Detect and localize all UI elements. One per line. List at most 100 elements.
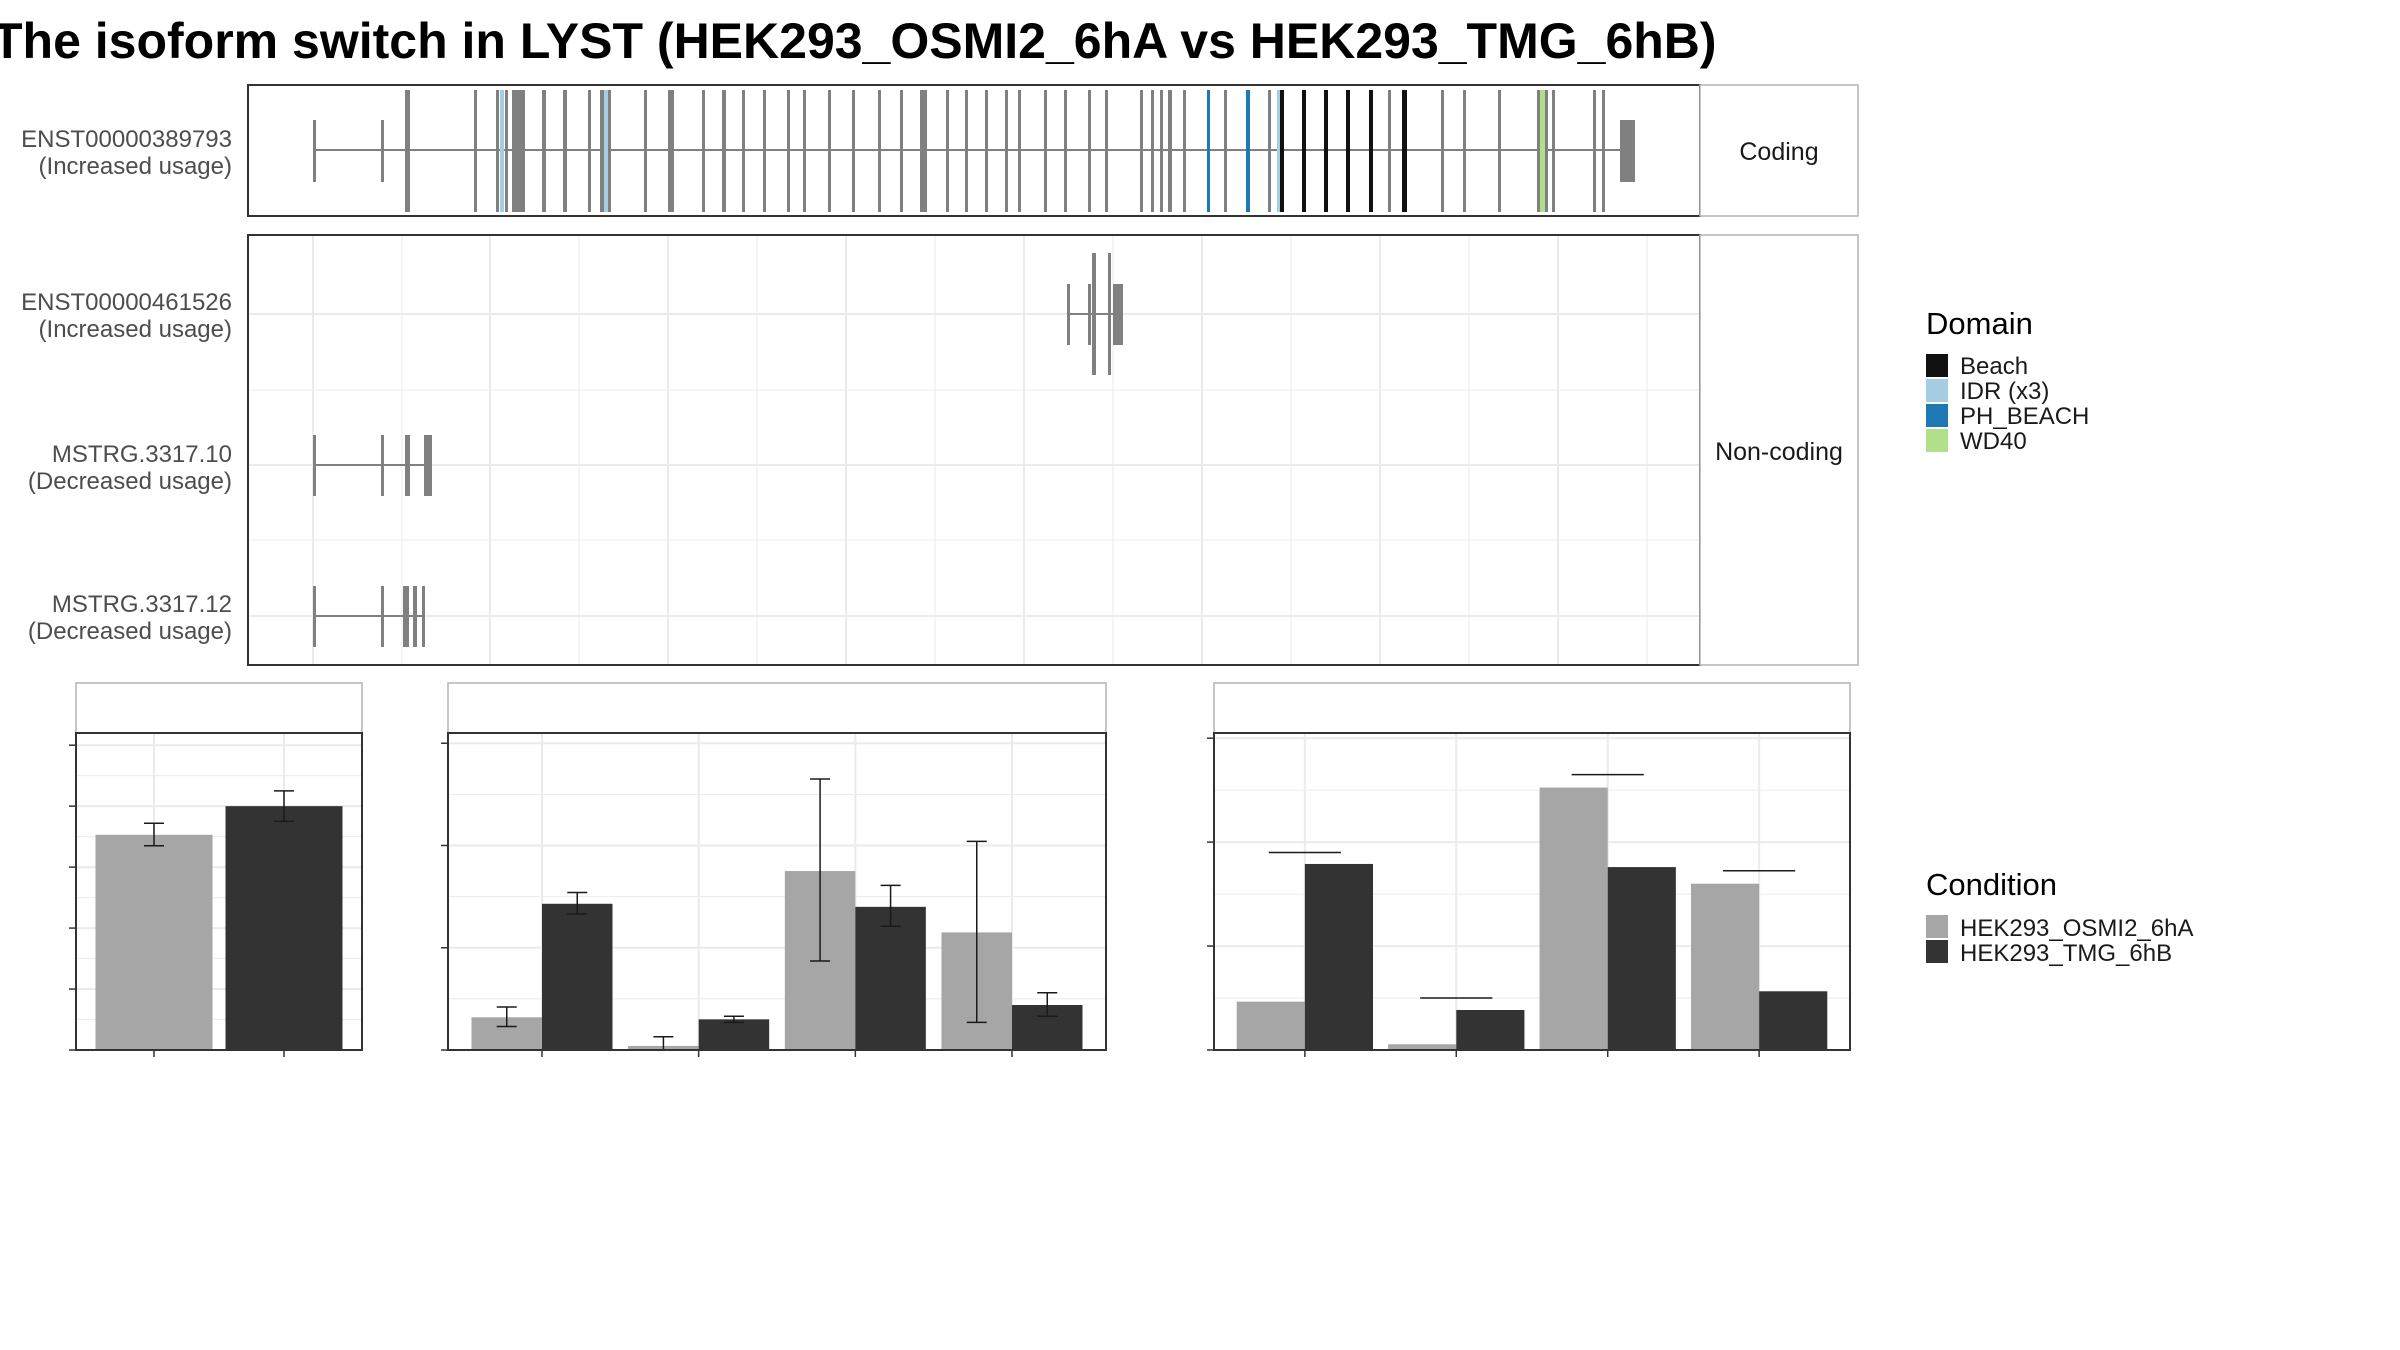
panel-border bbox=[75, 732, 363, 1051]
panel-strip bbox=[75, 682, 363, 734]
isoform-expression-panel bbox=[441, 682, 1107, 1057]
exon bbox=[1552, 90, 1555, 212]
noncoding-strip-label: Non-coding bbox=[1715, 438, 1843, 466]
exon bbox=[381, 120, 384, 182]
structure-panel: Coding Non-coding ENST00000389793 (Incre… bbox=[21, 84, 1859, 666]
condition-legend: Condition HEK293_OSMI2_6hA HEK293_TMG_6h… bbox=[1926, 867, 2193, 967]
exon bbox=[878, 90, 881, 212]
exon bbox=[1044, 90, 1047, 212]
bar bbox=[1691, 883, 1760, 1050]
exon bbox=[1545, 90, 1548, 212]
exon bbox=[985, 90, 988, 212]
exon bbox=[1302, 90, 1306, 212]
bar bbox=[1388, 1044, 1457, 1050]
legend-swatch-ph-beach bbox=[1926, 404, 1948, 427]
track-label-mstrg12: MSTRG.3317.12 bbox=[52, 591, 232, 618]
exon bbox=[1280, 90, 1284, 212]
bar bbox=[1456, 1009, 1525, 1050]
exon bbox=[313, 435, 316, 496]
exon bbox=[722, 90, 726, 212]
exon bbox=[1168, 90, 1172, 212]
panel-border bbox=[1213, 732, 1851, 1051]
exon bbox=[381, 435, 384, 496]
exon bbox=[1498, 90, 1501, 212]
exon bbox=[1246, 90, 1250, 212]
legend-label-idr: IDR (x3) bbox=[1960, 378, 2049, 405]
exon bbox=[1064, 90, 1067, 212]
exon bbox=[1088, 90, 1091, 212]
exon bbox=[1402, 90, 1407, 212]
panel-border bbox=[447, 732, 1107, 1051]
transcript-mstrg10 bbox=[313, 435, 432, 496]
legend-label-ph-beach: PH_BEACH bbox=[1960, 403, 2089, 430]
legend-swatch-cond-b bbox=[1926, 940, 1948, 963]
exon bbox=[1224, 90, 1227, 212]
exon bbox=[1388, 90, 1391, 212]
exon bbox=[474, 90, 477, 212]
exon bbox=[496, 90, 499, 212]
legend-label-cond-a: HEK293_OSMI2_6hA bbox=[1960, 915, 2193, 942]
exon bbox=[563, 90, 567, 212]
transcript-mstrg12 bbox=[313, 586, 425, 647]
exon bbox=[1088, 284, 1091, 345]
exon bbox=[1160, 90, 1163, 212]
exon bbox=[1140, 90, 1143, 212]
legend-swatch-idr bbox=[1926, 379, 1948, 402]
coding-strip bbox=[1699, 84, 1859, 217]
legend-swatch-wd40 bbox=[1926, 429, 1948, 452]
panel-strip bbox=[447, 682, 1107, 734]
track-label-mstrg10: MSTRG.3317.10 bbox=[52, 441, 232, 468]
exon bbox=[381, 586, 384, 647]
bar bbox=[1539, 787, 1608, 1050]
noncoding-strip bbox=[1699, 234, 1859, 666]
panel-strip bbox=[1213, 682, 1851, 734]
domain-legend-title: Domain bbox=[1926, 306, 2033, 341]
track-label-enst389793: ENST00000389793 bbox=[21, 126, 232, 153]
bar bbox=[542, 903, 613, 1050]
exon bbox=[405, 435, 410, 496]
exon bbox=[313, 120, 316, 182]
exon bbox=[1602, 90, 1605, 212]
bar bbox=[95, 834, 213, 1050]
domain-legend: Domain Beach IDR (x3) PH_BEACH WD40 bbox=[1926, 306, 2089, 455]
exon bbox=[542, 90, 546, 212]
bar bbox=[1236, 1001, 1305, 1050]
exon bbox=[1277, 90, 1280, 212]
condition-legend-item: HEK293_TMG_6hB bbox=[1926, 940, 2172, 967]
exon bbox=[413, 586, 417, 647]
transcript-enst389793 bbox=[313, 90, 1635, 212]
gene-expression-panel bbox=[69, 682, 363, 1057]
noncoding-grid bbox=[248, 235, 1700, 665]
bar bbox=[1759, 991, 1828, 1050]
exon bbox=[965, 90, 968, 212]
domain-legend-item: WD40 bbox=[1926, 428, 2027, 455]
bar bbox=[225, 806, 343, 1050]
track-usage-mstrg10: (Decreased usage) bbox=[28, 468, 232, 495]
legend-label-beach: Beach bbox=[1960, 353, 2028, 380]
exon bbox=[787, 90, 790, 212]
bar bbox=[698, 1019, 770, 1050]
exon bbox=[608, 90, 611, 212]
noncoding-facet-bg bbox=[248, 235, 1700, 665]
exon bbox=[1441, 90, 1444, 212]
exon bbox=[1108, 253, 1111, 375]
exon bbox=[946, 90, 949, 212]
exon bbox=[1183, 90, 1186, 212]
exon bbox=[1113, 284, 1123, 345]
legend-swatch-cond-a bbox=[1926, 915, 1948, 938]
isoform-usage-panel bbox=[1207, 682, 1851, 1057]
exon bbox=[1067, 284, 1070, 345]
domain-legend-item: IDR (x3) bbox=[1926, 378, 2049, 405]
exon bbox=[1207, 90, 1210, 212]
figure-title: The isoform switch in LYST (HEK293_OSMI2… bbox=[0, 13, 1717, 69]
exon bbox=[644, 90, 647, 212]
exon bbox=[803, 90, 806, 212]
exon bbox=[1537, 90, 1540, 212]
exon bbox=[1593, 90, 1596, 212]
exon bbox=[1324, 90, 1328, 212]
legend-label-wd40: WD40 bbox=[1960, 428, 2027, 455]
exon bbox=[588, 90, 591, 212]
condition-legend-title: Condition bbox=[1926, 867, 2057, 902]
track-usage-enst461526: (Increased usage) bbox=[39, 316, 232, 343]
exon bbox=[1092, 253, 1096, 375]
